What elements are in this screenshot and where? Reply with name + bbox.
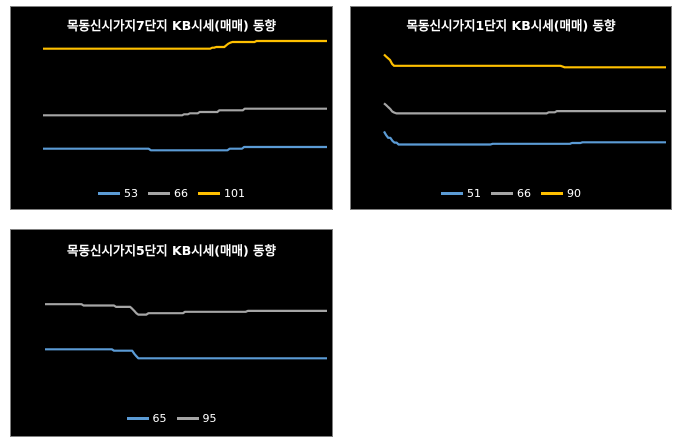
legend-item-95: 95 xyxy=(176,412,217,425)
legend-label: 66 xyxy=(517,187,531,200)
legend-swatch xyxy=(148,191,170,195)
legend-swatch xyxy=(126,416,149,420)
chart-legend: 51 66 90 xyxy=(351,187,671,200)
legend-swatch xyxy=(441,191,463,195)
legend-item-101: 101 xyxy=(198,187,245,200)
series-line-95 xyxy=(45,303,327,316)
series-line-66 xyxy=(383,102,666,115)
legend-item-53: 53 xyxy=(98,187,138,200)
chart-panel-complex-1: 목동신시가지1단지 KB시세(매매) 동향 51 66 90 xyxy=(350,6,672,210)
chart-title: 목동신시가지7단지 KB시세(매매) 동향 xyxy=(66,18,277,33)
legend-label: 101 xyxy=(224,187,245,200)
series-line-66 xyxy=(43,107,327,117)
series-line-53 xyxy=(43,145,327,152)
legend-item-90: 90 xyxy=(541,187,581,200)
chart-legend: 53 66 101 xyxy=(11,187,332,200)
chart-legend: 65 95 xyxy=(11,412,332,425)
series-line-90 xyxy=(383,53,666,69)
chart-title: 목동신시가지1단지 KB시세(매매) 동향 xyxy=(406,18,616,33)
chart-plot xyxy=(383,53,666,146)
legend-swatch xyxy=(491,191,513,195)
legend-label: 90 xyxy=(567,187,581,200)
legend-label: 53 xyxy=(124,187,138,200)
legend-item-65: 65 xyxy=(126,412,167,425)
legend-swatch xyxy=(541,191,563,195)
legend-swatch xyxy=(198,191,220,195)
legend-label: 95 xyxy=(202,412,217,425)
series-line-101 xyxy=(43,39,327,50)
chart-panel-complex-5: 목동신시가지5단지 KB시세(매매) 동향 65 95 xyxy=(10,229,333,437)
series-line-65 xyxy=(45,348,327,360)
legend-label: 65 xyxy=(152,412,167,425)
chart-panel-complex-7: 목동신시가지7단지 KB시세(매매) 동향 53 66 101 xyxy=(10,6,333,210)
series-line-51 xyxy=(383,130,666,146)
legend-swatch xyxy=(98,191,120,195)
chart-plot xyxy=(45,303,327,360)
chart-title: 목동신시가지5단지 KB시세(매매) 동향 xyxy=(66,243,277,258)
chart-plot xyxy=(43,39,327,152)
legend-swatch xyxy=(176,416,199,420)
legend-item-66: 66 xyxy=(148,187,188,200)
legend-label: 51 xyxy=(467,187,481,200)
legend-item-51: 51 xyxy=(441,187,481,200)
legend-item-66: 66 xyxy=(491,187,531,200)
legend-label: 66 xyxy=(174,187,188,200)
